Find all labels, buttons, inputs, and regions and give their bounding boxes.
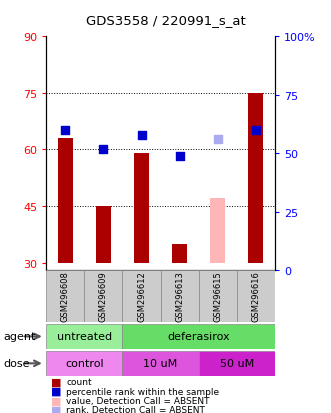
Text: GSM296608: GSM296608 <box>61 271 70 322</box>
Text: GSM296616: GSM296616 <box>251 271 260 322</box>
Point <box>63 127 68 134</box>
Text: GSM296612: GSM296612 <box>137 271 146 322</box>
Bar <box>46 271 84 322</box>
Point <box>253 127 258 134</box>
Bar <box>122 324 275 349</box>
Bar <box>237 271 275 322</box>
Text: agent: agent <box>3 332 36 342</box>
Text: GSM296609: GSM296609 <box>99 271 108 322</box>
Text: dose: dose <box>3 358 30 368</box>
Bar <box>46 351 122 376</box>
Text: rank, Detection Call = ABSENT: rank, Detection Call = ABSENT <box>66 405 205 413</box>
Text: percentile rank within the sample: percentile rank within the sample <box>66 387 219 396</box>
Text: ■: ■ <box>51 386 62 396</box>
Point <box>177 153 182 159</box>
Text: count: count <box>66 377 92 387</box>
Bar <box>172 244 187 263</box>
Bar <box>248 94 263 263</box>
Bar <box>122 271 161 322</box>
Text: 50 uM: 50 uM <box>219 358 254 368</box>
Point <box>215 137 220 143</box>
Text: ■: ■ <box>51 404 62 413</box>
Bar <box>58 139 73 263</box>
Bar <box>122 351 199 376</box>
Text: control: control <box>65 358 104 368</box>
Text: GSM296613: GSM296613 <box>175 271 184 322</box>
Bar <box>46 324 122 349</box>
Bar <box>161 271 199 322</box>
Text: deferasirox: deferasirox <box>167 332 230 342</box>
Text: GDS3558 / 220991_s_at: GDS3558 / 220991_s_at <box>86 14 245 27</box>
Bar <box>84 271 122 322</box>
Bar <box>134 154 149 263</box>
Text: GSM296615: GSM296615 <box>213 271 222 322</box>
Bar <box>210 199 225 263</box>
Bar <box>199 351 275 376</box>
Text: value, Detection Call = ABSENT: value, Detection Call = ABSENT <box>66 396 210 405</box>
Bar <box>199 271 237 322</box>
Text: untreated: untreated <box>57 332 112 342</box>
Text: ■: ■ <box>51 395 62 405</box>
Text: ■: ■ <box>51 377 62 387</box>
Point <box>101 146 106 152</box>
Point <box>139 132 144 138</box>
Bar <box>96 206 111 263</box>
Text: 10 uM: 10 uM <box>143 358 178 368</box>
